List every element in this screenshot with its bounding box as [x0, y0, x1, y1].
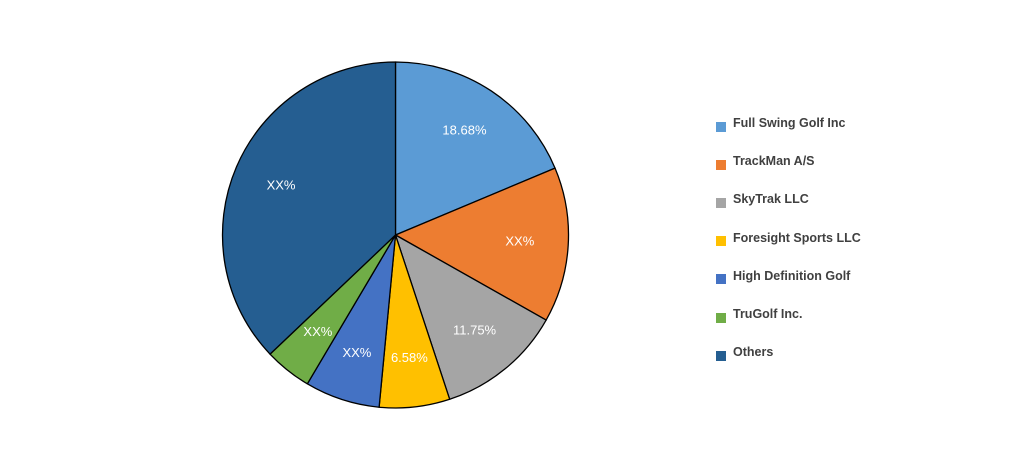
legend-item-skytrak-llc: SkyTrak LLC	[716, 180, 996, 218]
pie-slice-full-swing-golf-inc	[394, 61, 556, 236]
legend-item-high-definition-golf: High Definition Golf	[716, 257, 996, 295]
legend-label: Foresight Sports LLC	[733, 230, 861, 245]
legend-label: TruGolf Inc.	[733, 307, 803, 322]
pie-slice-trackman-a-s	[394, 167, 570, 321]
legend-label: High Definition Golf	[733, 268, 851, 283]
legend-swatch	[716, 121, 726, 132]
legend-swatch	[716, 350, 726, 361]
data-label-skytrak-llc: 11.75%	[453, 323, 497, 338]
data-label-foresight-sports-llc: 6.58%	[391, 350, 428, 365]
legend-item-trackman-a-s: TrackMan A/S	[716, 142, 996, 180]
legend-item-others: Others	[716, 333, 996, 371]
data-label-high-definition-golf: XX%	[342, 345, 371, 360]
data-label-trugolf-inc: XX%	[303, 324, 332, 339]
legend-swatch	[716, 236, 726, 247]
pie-slice-others	[221, 61, 397, 355]
data-label-full-swing-golf-inc: 18.68%	[442, 123, 487, 138]
data-label-trackman-a-s: XX%	[505, 234, 534, 249]
chart-legend: Full Swing Golf Inc TrackMan A/S SkyTrak L…	[716, 104, 996, 371]
legend-item-trugolf-inc: TruGolf Inc.	[716, 295, 996, 333]
legend-label: Others	[733, 345, 774, 360]
pie-slice-labels: 18.68% XX% 11.75% 6.58% XX% XX% XX%	[267, 123, 535, 366]
legend-swatch	[716, 197, 726, 208]
legend-swatch	[716, 312, 726, 323]
data-label-others: XX%	[267, 177, 296, 192]
legend-item-full-swing-golf-inc: Full Swing Golf Inc	[716, 104, 996, 142]
legend-swatch	[716, 159, 726, 170]
pie-slices	[221, 61, 570, 409]
legend-label: TrackMan A/S	[733, 154, 815, 169]
legend-swatch	[716, 274, 726, 285]
legend-item-foresight-sports-llc: Foresight Sports LLC	[716, 219, 996, 257]
pie-slice-skytrak-llc	[394, 234, 547, 400]
legend-label: SkyTrak LLC	[733, 192, 809, 207]
legend-label: Full Swing Golf Inc	[733, 116, 846, 131]
